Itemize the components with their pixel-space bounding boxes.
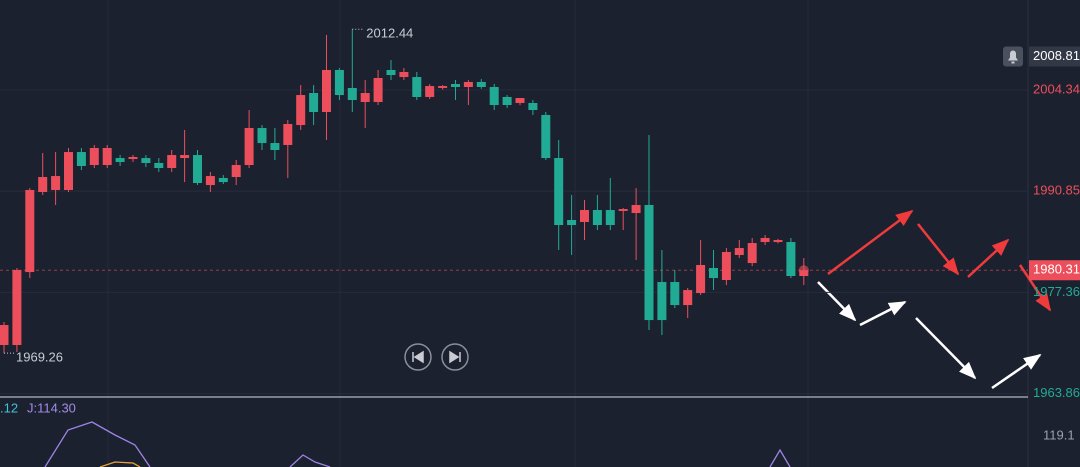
candle-body xyxy=(257,128,267,144)
candle-body xyxy=(270,143,280,151)
candle-body xyxy=(721,252,731,280)
next-button[interactable] xyxy=(441,343,469,371)
candle-body xyxy=(554,158,564,226)
min-label: 1969.26 xyxy=(16,350,63,365)
candle-body xyxy=(167,155,177,169)
candle-body xyxy=(541,114,551,159)
next-icon xyxy=(449,350,461,364)
candle-body xyxy=(631,204,641,214)
indicator-line xyxy=(289,454,331,467)
candle-body xyxy=(670,282,680,306)
candle-body xyxy=(438,86,448,88)
candle-body xyxy=(567,219,577,226)
candle-body xyxy=(347,87,357,100)
candle-body xyxy=(334,69,344,96)
candle-body xyxy=(360,93,370,103)
y-tick-label: 1977.36 xyxy=(1033,284,1080,299)
candle-body xyxy=(322,69,331,112)
current-price-dot xyxy=(798,265,809,276)
candle-body xyxy=(193,155,202,184)
candle-body xyxy=(683,290,693,306)
candle-body xyxy=(64,152,73,190)
candle-body xyxy=(141,158,151,163)
nav-buttons[interactable] xyxy=(404,343,469,371)
candle-body xyxy=(154,162,164,169)
candle-body xyxy=(296,95,306,126)
candle-body xyxy=(205,176,215,186)
indicator-line xyxy=(769,448,791,467)
current-price-tag xyxy=(1029,260,1080,281)
candle-body xyxy=(399,72,409,78)
candle-body xyxy=(786,242,796,277)
candle-body xyxy=(51,176,61,190)
indicator-line xyxy=(99,461,141,467)
candle-body xyxy=(644,204,654,321)
candle-body xyxy=(76,152,86,166)
candle-body xyxy=(502,96,512,106)
candle-body xyxy=(489,87,499,106)
plot: 2012.44 1969.26 xyxy=(0,26,1028,395)
candle-body xyxy=(102,147,112,166)
candle-body xyxy=(463,81,473,88)
indicator-label: J:114.30 xyxy=(27,400,76,415)
candle-body xyxy=(528,102,538,111)
candle-body xyxy=(89,147,99,166)
indicator-label: .12 xyxy=(0,400,18,415)
candle-body xyxy=(412,77,422,97)
current-price-label: 1980.31 xyxy=(1033,262,1080,277)
candle-body xyxy=(773,240,783,243)
price-axis: 2017.842004.341990.851977.361963.862008.… xyxy=(1003,46,1080,400)
candle-body xyxy=(128,156,138,160)
candle-body xyxy=(38,177,48,193)
candle-body xyxy=(425,86,435,97)
prev-icon xyxy=(412,350,424,364)
candle-body xyxy=(180,155,190,159)
max-label: 2012.44 xyxy=(366,26,413,41)
candle-body xyxy=(709,267,718,279)
candle-body xyxy=(218,177,228,183)
forecast-arrows xyxy=(817,209,1052,390)
y-tick-label: 1963.86 xyxy=(1033,385,1080,400)
candle-body xyxy=(0,324,9,346)
candle-body xyxy=(115,158,125,163)
candle-body xyxy=(747,243,757,264)
candle-body xyxy=(283,123,293,145)
candle-body xyxy=(734,248,744,256)
alert-price-label: 2008.81 xyxy=(1033,48,1080,63)
candle-body xyxy=(373,78,383,103)
candle-body xyxy=(476,81,486,88)
candle-body xyxy=(592,210,602,226)
candle-body xyxy=(451,84,460,88)
indicator-line xyxy=(44,421,151,467)
alert-icon xyxy=(1008,50,1018,64)
candle-body xyxy=(309,93,319,112)
candle-body xyxy=(605,210,615,226)
candle-body xyxy=(515,98,525,103)
y-tick-label: 1990.85 xyxy=(1033,183,1080,198)
candle-body xyxy=(618,209,628,211)
candle-body xyxy=(231,165,241,178)
candle-body xyxy=(657,282,667,321)
candle-body xyxy=(580,210,589,223)
candle-body xyxy=(25,189,35,273)
candle-body xyxy=(386,69,396,76)
candle-body xyxy=(760,237,770,243)
candle-body xyxy=(12,270,22,346)
indicator-panel: .12 J:114.30 119.1 xyxy=(0,400,1075,467)
y-tick-label: 2004.34 xyxy=(1033,81,1080,96)
alert-price-tag xyxy=(1029,46,1080,67)
indicator-tick-label: 119.1 xyxy=(1043,427,1075,442)
prev-button[interactable] xyxy=(404,343,432,371)
candle-body xyxy=(696,264,706,294)
candle-body xyxy=(244,128,254,166)
